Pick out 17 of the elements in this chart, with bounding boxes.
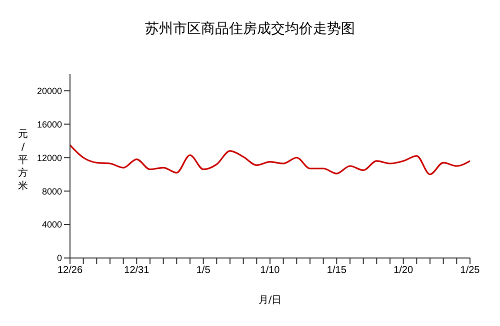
chart-title: 苏州市区商品住房成交均价走势图 [144,20,356,38]
y-axis-title: 元/平方米 [17,128,29,193]
y-tick-label: 12000 [36,152,62,163]
line-series [70,144,470,176]
x-tick-label: 12/26 [57,265,83,276]
x-axis-title: 月/日 [258,295,282,306]
y-tick-label: 20000 [36,86,62,96]
x-tick-label: 1/5 [196,265,211,276]
x-tick-label: 12/31 [124,265,150,276]
y-tick-label: 8000 [42,186,62,196]
y-tick-label: 4000 [42,220,62,230]
x-tick-label: 1/25 [460,265,480,276]
y-tick-label: 16000 [36,119,62,130]
x-tick-label: 1/20 [394,265,414,276]
x-tick-label: 1/15 [326,265,347,276]
y-tick-label: 0 [56,253,62,264]
x-tick-label: 1/10 [260,265,280,276]
